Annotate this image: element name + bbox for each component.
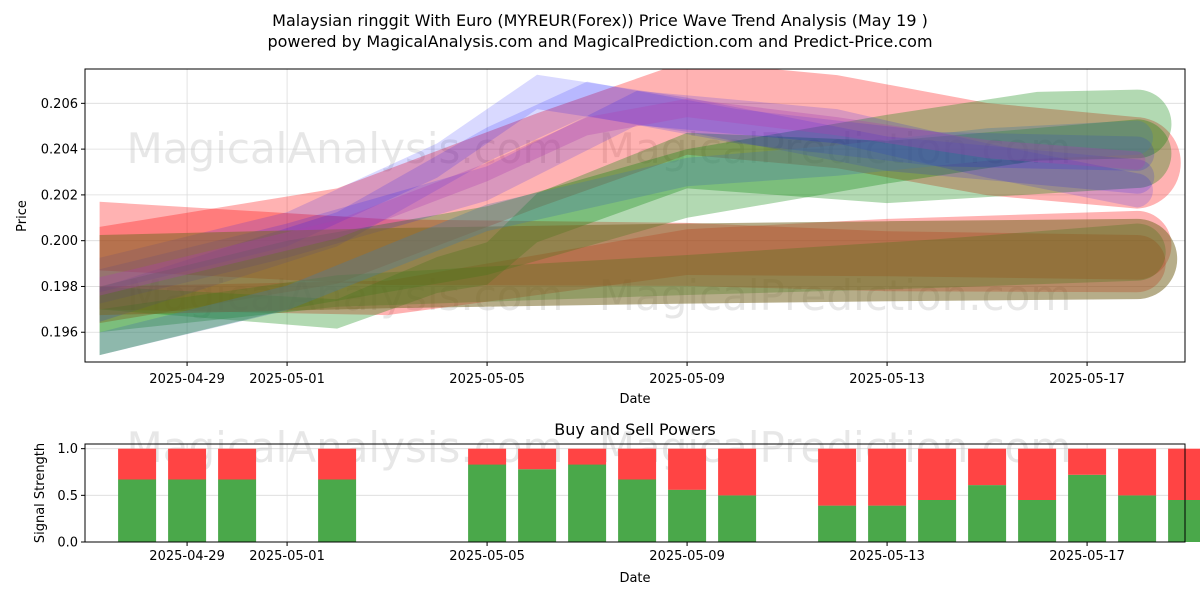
price-wave-bands bbox=[99, 69, 1181, 356]
sell-bar-5 bbox=[518, 448, 557, 470]
signal-axes-frame bbox=[84, 443, 1186, 543]
buy-bar-1 bbox=[168, 479, 207, 542]
price-chart: MagicalAnalysis.com MagicalPrediction.co… bbox=[15, 68, 1186, 407]
signal-x-tick-label-5: 2025-05-17 bbox=[1049, 549, 1125, 564]
wave-band-5 bbox=[99, 119, 1172, 329]
buy-bar-3 bbox=[318, 479, 357, 542]
buy-bar-7 bbox=[618, 479, 657, 542]
buy-bar-11 bbox=[868, 505, 907, 542]
wave-band-9 bbox=[99, 218, 1178, 316]
buy-bar-13 bbox=[968, 485, 1007, 542]
buy-bar-0 bbox=[118, 479, 157, 542]
sell-bar-12 bbox=[918, 448, 957, 500]
buy-bar-5 bbox=[518, 469, 557, 542]
sell-bar-3 bbox=[318, 448, 357, 480]
signal-bars bbox=[118, 448, 1200, 542]
sell-bar-7 bbox=[618, 448, 657, 480]
price-x-ticks: 2025-04-29 2025-05-01 2025-05-05 2025-05-09… bbox=[149, 362, 1125, 387]
watermark-prediction-top: MagicalPrediction.com bbox=[599, 124, 1072, 173]
wave-band-7 bbox=[99, 81, 1155, 322]
price-y-tick-label-2: 0.200 bbox=[41, 234, 78, 249]
wave-band-10 bbox=[99, 120, 1153, 356]
sell-bar-8 bbox=[668, 448, 707, 490]
buy-bar-6 bbox=[568, 464, 607, 542]
price-axes-frame bbox=[84, 68, 1186, 363]
sell-bar-4 bbox=[468, 448, 507, 465]
sell-bar-10 bbox=[818, 448, 857, 506]
wave-band-6 bbox=[99, 74, 1155, 293]
signal-y-label: Signal Strength bbox=[33, 443, 48, 543]
price-y-tick-label-3: 0.202 bbox=[41, 188, 78, 203]
buy-bar-17 bbox=[1168, 500, 1200, 542]
signal-x-ticks: 2025-04-29 2025-05-01 2025-05-05 2025-05-09… bbox=[149, 542, 1125, 564]
buy-bar-12 bbox=[918, 500, 957, 542]
price-x-tick-label-0: 2025-04-29 bbox=[149, 372, 225, 387]
signal-y-tick-label-1: 0.5 bbox=[57, 489, 78, 504]
price-x-label: Date bbox=[619, 392, 650, 407]
signal-chart: Buy and Sell Powers MagicalAnalysis.com … bbox=[33, 420, 1200, 586]
price-y-tick-label-5: 0.206 bbox=[41, 97, 78, 112]
sell-bar-13 bbox=[968, 448, 1007, 486]
signal-y-tick-label-0: 0.0 bbox=[57, 536, 78, 551]
buy-bar-14 bbox=[1018, 500, 1057, 542]
price-y-ticks: 0.196 0.198 0.200 0.202 0.204 0.206 bbox=[41, 97, 85, 341]
price-y-tick-label-4: 0.204 bbox=[41, 143, 78, 158]
buy-bar-9 bbox=[718, 495, 757, 542]
buy-bar-2 bbox=[218, 479, 257, 542]
chart-subtitle: powered by MagicalAnalysis.com and Magic… bbox=[267, 32, 932, 51]
signal-chart-title: Buy and Sell Powers bbox=[554, 420, 716, 439]
sell-bar-11 bbox=[868, 448, 907, 506]
sell-bar-9 bbox=[718, 448, 757, 496]
price-x-tick-label-4: 2025-05-13 bbox=[849, 372, 925, 387]
price-y-tick-label-1: 0.198 bbox=[41, 280, 78, 295]
price-x-tick-label-5: 2025-05-17 bbox=[1049, 372, 1125, 387]
sell-bar-6 bbox=[568, 448, 607, 465]
buy-bar-4 bbox=[468, 464, 507, 542]
buy-bar-10 bbox=[818, 505, 857, 542]
sell-bar-0 bbox=[118, 448, 157, 480]
sell-bar-1 bbox=[168, 448, 207, 480]
signal-y-ticks: 0.0 0.5 1.0 bbox=[57, 442, 85, 551]
wave-band-8 bbox=[99, 90, 1153, 304]
price-x-tick-label-1: 2025-05-01 bbox=[249, 372, 325, 387]
signal-x-tick-label-0: 2025-04-29 bbox=[149, 549, 225, 564]
signal-x-label: Date bbox=[619, 571, 650, 586]
chart-title: Malaysian ringgit With Euro (MYREUR(Fore… bbox=[272, 11, 928, 30]
signal-x-tick-label-4: 2025-05-13 bbox=[849, 549, 925, 564]
price-y-label: Price bbox=[15, 200, 30, 232]
sell-bar-2 bbox=[218, 448, 257, 480]
price-plot-area bbox=[85, 69, 1185, 362]
sell-bar-15 bbox=[1068, 448, 1107, 475]
price-x-tick-label-2: 2025-05-05 bbox=[449, 372, 525, 387]
price-y-tick-label-0: 0.196 bbox=[41, 326, 78, 341]
sell-bar-14 bbox=[1018, 448, 1057, 500]
watermark-analysis-top: MagicalAnalysis.com bbox=[127, 124, 564, 173]
price-x-tick-label-3: 2025-05-09 bbox=[649, 372, 725, 387]
signal-x-tick-label-1: 2025-05-01 bbox=[249, 549, 325, 564]
buy-bar-16 bbox=[1118, 495, 1157, 542]
sell-bar-17 bbox=[1168, 448, 1200, 500]
signal-y-tick-label-2: 1.0 bbox=[57, 442, 78, 457]
signal-x-tick-label-3: 2025-05-09 bbox=[649, 549, 725, 564]
signal-x-tick-label-2: 2025-05-05 bbox=[449, 549, 525, 564]
buy-bar-15 bbox=[1068, 474, 1107, 542]
buy-bar-8 bbox=[668, 489, 707, 542]
sell-bar-16 bbox=[1118, 448, 1157, 496]
